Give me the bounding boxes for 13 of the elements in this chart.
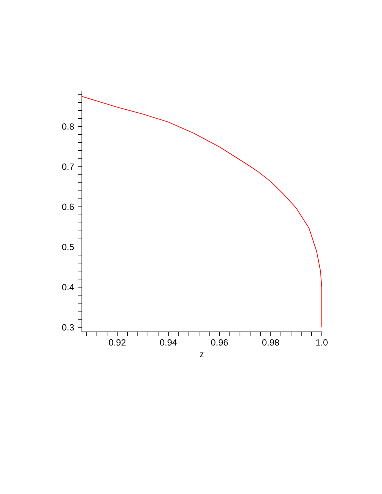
y-tick-label: 0.7 xyxy=(62,164,74,170)
x-tick-label: 0.94 xyxy=(160,340,178,346)
x-axis-title: z xyxy=(200,352,204,358)
y-tick-label: 0.4 xyxy=(62,284,74,291)
x-tick-label: 0.98 xyxy=(262,340,280,346)
x-tick-label: 0.96 xyxy=(211,340,228,346)
y-tick-label: 0.8 xyxy=(62,124,74,130)
x-tick-label: 0.92 xyxy=(109,340,126,346)
line-series xyxy=(82,96,322,328)
x-tick-label: 1.0 xyxy=(316,340,328,346)
y-tick-label: 0.6 xyxy=(62,204,74,210)
y-tick-label: 0.3 xyxy=(62,324,74,331)
y-tick-label: 0.5 xyxy=(62,244,74,250)
